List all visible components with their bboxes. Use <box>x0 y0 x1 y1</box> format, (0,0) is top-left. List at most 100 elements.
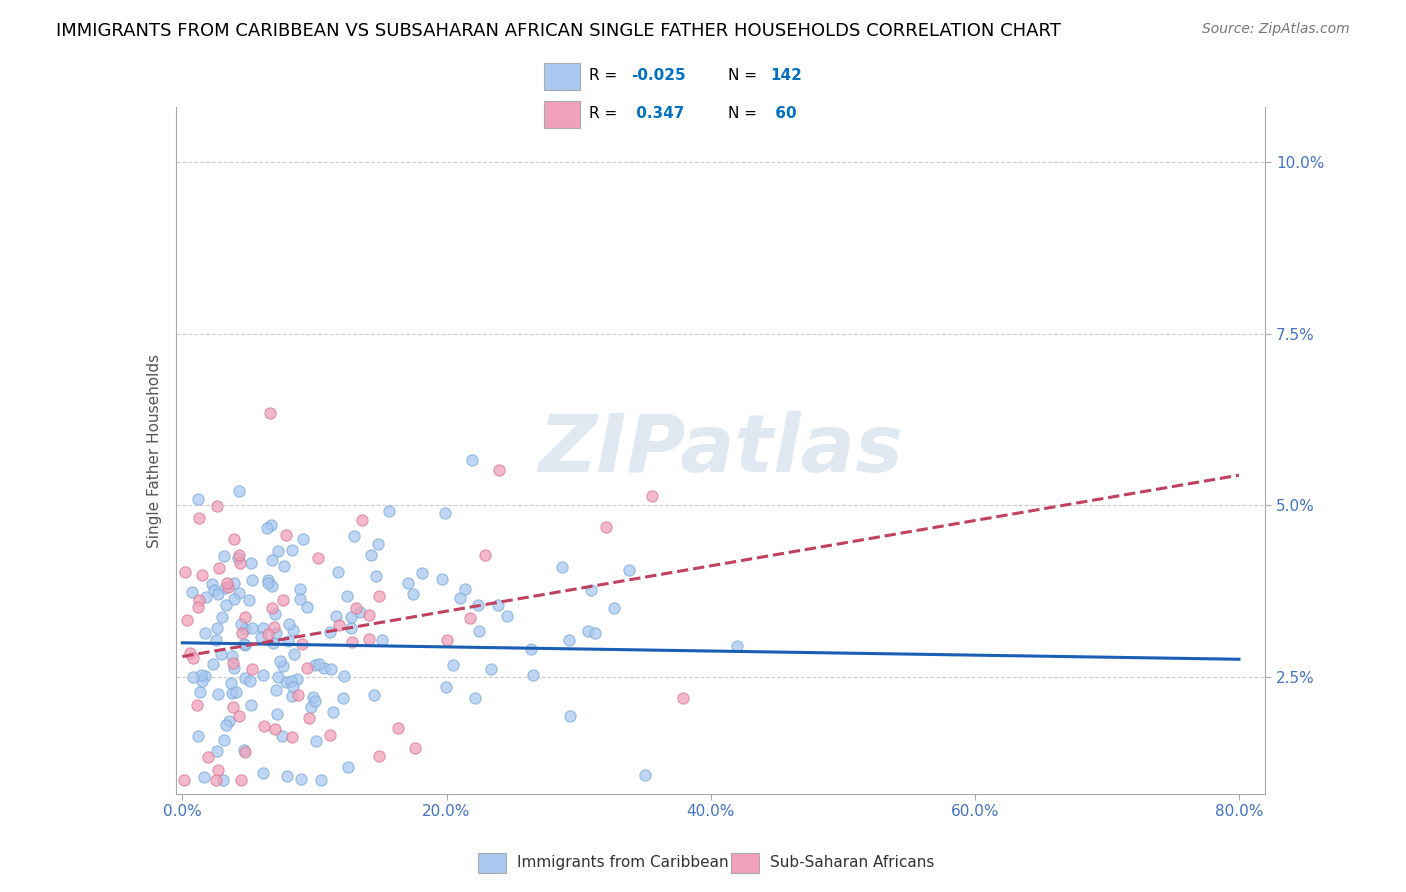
Point <box>207 763 229 777</box>
Point <box>191 567 214 582</box>
Point <box>267 670 290 684</box>
Point <box>222 592 245 607</box>
Point <box>276 769 298 783</box>
Point <box>240 698 263 712</box>
Point <box>212 549 235 563</box>
Point <box>308 657 330 671</box>
Point <box>207 499 229 513</box>
Point <box>441 658 464 673</box>
Point <box>259 405 281 419</box>
Point <box>367 537 389 551</box>
Point <box>173 772 195 787</box>
Point <box>201 577 224 591</box>
Point <box>576 624 599 638</box>
Point <box>281 730 304 744</box>
Point <box>205 633 228 648</box>
Point <box>193 770 215 784</box>
Point <box>280 689 302 703</box>
Point <box>270 729 292 743</box>
Point <box>360 549 382 563</box>
Point <box>304 658 326 673</box>
Point <box>486 599 509 613</box>
Point <box>430 572 453 586</box>
FancyBboxPatch shape <box>478 853 506 872</box>
Point <box>228 586 250 600</box>
Point <box>558 633 581 648</box>
Point <box>319 662 342 676</box>
Point <box>256 626 278 640</box>
Point <box>378 504 401 518</box>
Point <box>396 576 419 591</box>
Point <box>222 660 245 674</box>
FancyBboxPatch shape <box>544 101 579 128</box>
Point <box>290 591 312 606</box>
Point <box>273 559 295 574</box>
Point <box>211 647 233 661</box>
Point <box>187 491 209 506</box>
Point <box>288 582 311 596</box>
Point <box>281 681 304 695</box>
Point <box>228 549 250 563</box>
Point <box>474 548 496 562</box>
Point <box>207 744 229 758</box>
Point <box>212 733 235 747</box>
Point <box>458 611 481 625</box>
Point <box>226 550 249 565</box>
Point <box>595 519 617 533</box>
Point <box>190 667 212 681</box>
Point <box>229 616 252 631</box>
Point <box>208 561 231 575</box>
Point <box>266 543 288 558</box>
Point <box>280 673 302 688</box>
Point <box>256 521 278 535</box>
Point <box>298 711 321 725</box>
Point <box>186 698 208 712</box>
Point <box>307 550 329 565</box>
Point <box>283 647 305 661</box>
Point <box>190 674 212 689</box>
Text: R =: R = <box>589 68 623 83</box>
Point <box>468 624 491 638</box>
Point <box>174 565 197 579</box>
Point <box>229 556 252 570</box>
Point <box>560 709 582 723</box>
FancyBboxPatch shape <box>544 62 579 90</box>
Point <box>404 741 426 756</box>
Text: 142: 142 <box>770 68 803 83</box>
Point <box>240 662 263 676</box>
Point <box>260 518 283 533</box>
Text: 60: 60 <box>770 106 797 121</box>
Point <box>343 529 366 543</box>
Point <box>211 773 233 788</box>
Point <box>262 600 284 615</box>
Point <box>488 463 510 477</box>
Point <box>233 745 256 759</box>
Text: ZIPatlas: ZIPatlas <box>538 411 903 490</box>
Point <box>522 668 544 682</box>
Point <box>344 601 367 615</box>
Text: Immigrants from Caribbean: Immigrants from Caribbean <box>517 855 728 870</box>
Point <box>262 636 284 650</box>
Point <box>367 590 389 604</box>
Point <box>285 672 308 686</box>
Point <box>337 760 360 774</box>
Point <box>725 639 748 653</box>
Point <box>496 608 519 623</box>
Point <box>221 686 243 700</box>
Point <box>207 587 229 601</box>
Point <box>301 690 323 705</box>
Point <box>224 685 246 699</box>
Point <box>231 773 253 788</box>
Point <box>326 565 349 579</box>
Point <box>180 584 202 599</box>
Point <box>215 718 238 732</box>
Point <box>328 618 350 632</box>
Point <box>371 633 394 648</box>
Point <box>276 528 298 542</box>
Point <box>239 673 262 688</box>
Point <box>194 590 217 604</box>
Point <box>467 598 489 612</box>
Point <box>434 506 457 520</box>
Point <box>193 669 215 683</box>
Text: Sub-Saharan Africans: Sub-Saharan Africans <box>770 855 934 870</box>
